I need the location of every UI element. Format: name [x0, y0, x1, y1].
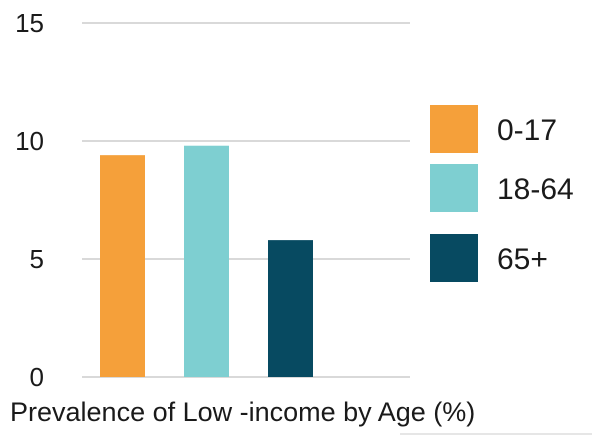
bars: [100, 145, 313, 377]
legend-swatch-18-64: [430, 164, 478, 212]
x-axis-label: Prevalence of Low -income by Age (%): [10, 397, 475, 427]
legend: 0-17 18-64 65+: [430, 105, 574, 282]
y-tick-label-0: 0: [30, 362, 44, 392]
legend-swatch-0-17: [430, 105, 478, 153]
bar-0-17: [100, 155, 145, 377]
y-tick-label-5: 5: [30, 244, 44, 274]
legend-label-18-64: 18-64: [497, 173, 574, 206]
y-tick-label-15: 15: [15, 8, 44, 38]
legend-label-0-17: 0-17: [497, 114, 557, 147]
bar-18-64: [184, 145, 229, 377]
bar-65+: [268, 240, 313, 377]
y-tick-label-10: 10: [15, 126, 44, 156]
y-axis-ticks: 0 5 10 15: [15, 8, 44, 392]
legend-swatch-65+: [430, 234, 478, 282]
legend-label-65+: 65+: [497, 243, 548, 276]
